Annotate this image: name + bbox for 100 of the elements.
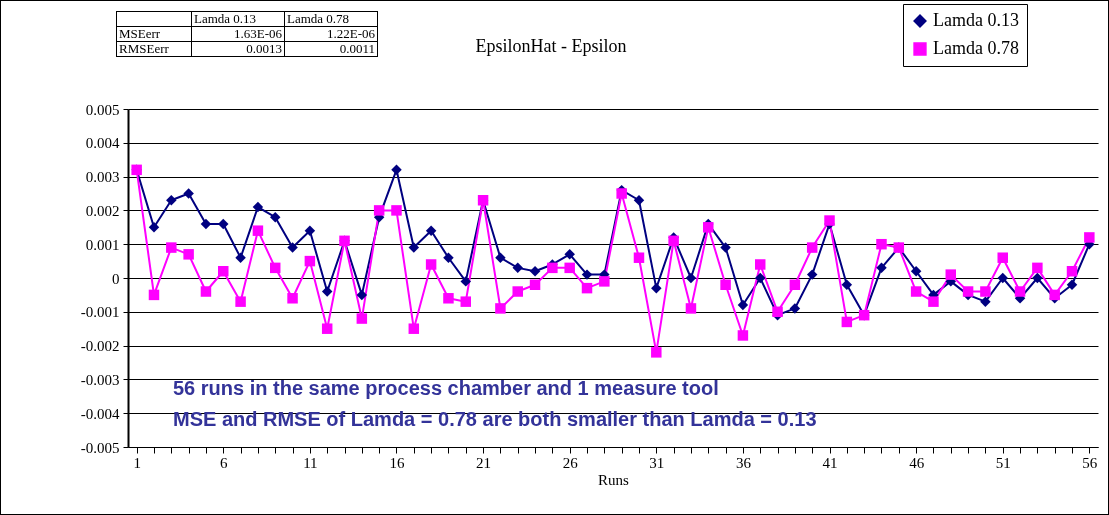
point (218, 218, 229, 230)
point (633, 252, 645, 263)
point (1032, 262, 1043, 274)
point (685, 272, 697, 284)
x-tick-label: 26 (562, 454, 579, 471)
point (754, 259, 766, 270)
point (789, 303, 801, 314)
y-tick-label: -0.002 (80, 338, 120, 355)
point (495, 252, 506, 263)
point (685, 303, 697, 314)
point (754, 272, 766, 284)
point (1066, 266, 1078, 277)
point (148, 222, 160, 233)
point (200, 286, 212, 297)
y-tick-label: 0.003 (85, 169, 120, 186)
point (252, 201, 264, 213)
point (789, 279, 801, 290)
point (997, 272, 1008, 284)
point (425, 225, 437, 236)
point (876, 238, 887, 250)
x-tick-label: 41 (822, 454, 838, 471)
point (304, 225, 316, 236)
y-tick-label: 0.004 (85, 135, 120, 152)
point (720, 279, 731, 290)
point (183, 249, 194, 260)
point (876, 262, 887, 274)
point (945, 269, 957, 280)
point (962, 286, 974, 297)
point (235, 252, 246, 263)
x-tick-label: 31 (649, 454, 665, 471)
y-tick-label: 0.001 (85, 236, 120, 253)
point (703, 222, 714, 233)
point (269, 262, 281, 274)
point (321, 323, 333, 334)
x-tick-label: 6 (220, 454, 229, 471)
point (408, 323, 420, 334)
point (616, 188, 627, 199)
point (391, 164, 402, 176)
x-tick-label: 51 (995, 454, 1011, 471)
point (581, 282, 593, 294)
point (737, 299, 749, 311)
point (252, 225, 264, 236)
point (391, 205, 402, 216)
point (356, 313, 368, 324)
point (460, 276, 472, 287)
point (287, 242, 298, 253)
point (443, 293, 454, 304)
point (910, 286, 922, 297)
point (720, 242, 731, 253)
point (1049, 289, 1060, 301)
point (1032, 272, 1043, 284)
point (841, 316, 853, 328)
point (599, 276, 610, 287)
chart-title: EpsilonHat - Epsilon (475, 36, 627, 56)
point (529, 279, 541, 290)
point (460, 296, 472, 307)
error-table: Lamda 0.13 Lamda 0.78 MSEerr 1.63E-06 1.22E-06 RMSEerr 0.0013 0.0011 (116, 11, 378, 57)
point (373, 205, 385, 216)
y-tick-label: -0.003 (80, 371, 120, 388)
point (737, 330, 749, 341)
annotation: MSE and RMSE of Lamda = 0.78 are both smaller than Lamda = 0.13 (173, 408, 817, 430)
point (495, 303, 506, 314)
x-tick-label: 16 (389, 454, 405, 471)
point (512, 262, 523, 274)
point (166, 242, 177, 253)
point (581, 269, 593, 280)
y-tick-label: -0.001 (80, 304, 120, 321)
point (806, 269, 818, 280)
point (668, 235, 679, 247)
point (356, 289, 368, 301)
point (547, 262, 558, 274)
point (148, 289, 160, 301)
point (512, 286, 523, 297)
x-axis-title: Runs (598, 471, 630, 488)
point (651, 347, 662, 358)
point (564, 262, 575, 274)
point (304, 255, 316, 267)
y-tick-label: 0 (112, 270, 120, 287)
point (218, 266, 229, 277)
point (321, 286, 333, 297)
x-tick-label: 11 (303, 454, 318, 471)
point (997, 252, 1008, 263)
point (824, 215, 835, 226)
point (910, 266, 922, 277)
y-tick-label: -0.005 (80, 439, 120, 456)
point (928, 296, 939, 307)
point (633, 195, 645, 206)
point (529, 266, 541, 277)
point (287, 293, 298, 304)
point (806, 242, 818, 253)
point (980, 296, 991, 307)
y-tick-label: 0.002 (85, 202, 120, 219)
point (1014, 286, 1026, 297)
x-tick-label: 46 (909, 454, 925, 471)
point (235, 296, 246, 307)
point (564, 249, 575, 260)
point (269, 211, 281, 223)
legend-label: Lamda 0.78 (933, 38, 1019, 58)
point (841, 279, 853, 290)
point (1084, 232, 1095, 243)
